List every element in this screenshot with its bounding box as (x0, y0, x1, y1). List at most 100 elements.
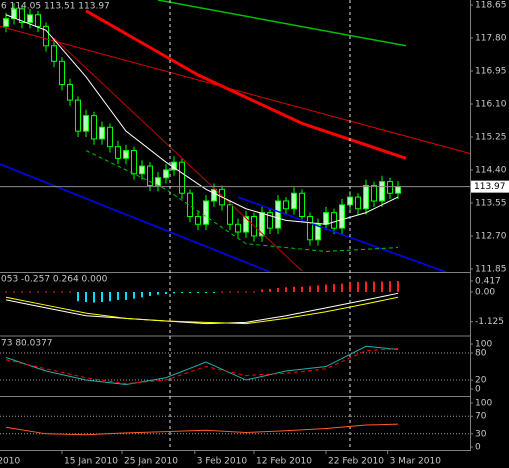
candle-body (35, 14, 41, 27)
histogram-bar (277, 288, 279, 292)
panel (0, 415, 470, 436)
histogram-bar (133, 291, 135, 299)
panel-header: 053 -0.257 0.264 0.000 (1, 275, 108, 285)
histogram-bar (301, 286, 303, 292)
candle-body (379, 181, 385, 202)
x-tick-label: 22 Feb 2010 (328, 457, 384, 467)
candle-body (315, 223, 321, 241)
candle-body (235, 223, 241, 233)
y-tick-label: 0.00 (475, 287, 495, 297)
panel (5, 280, 399, 325)
histogram-bar (37, 291, 39, 293)
histogram-bar (181, 291, 183, 293)
histogram-bar (373, 281, 375, 292)
y-tick-label: 20 (475, 376, 487, 386)
histogram-bar (245, 291, 247, 293)
histogram-bar (93, 291, 95, 303)
histogram-bar (5, 291, 7, 293)
histogram-bar (397, 280, 399, 292)
candle-body (195, 216, 201, 225)
candle-body (243, 216, 249, 233)
histogram-bar (325, 284, 327, 292)
histogram-bar (165, 291, 167, 295)
y-tick-label: 113.55 (475, 198, 507, 208)
panel (0, 0, 470, 272)
histogram-bar (61, 291, 63, 293)
candle-body (51, 45, 57, 62)
x-tick-label: 25 Jan 2010 (124, 457, 178, 467)
histogram-bar (317, 285, 319, 292)
histogram-bar (365, 281, 367, 292)
candle-body (123, 150, 129, 159)
indicator-line (53, 37, 303, 272)
histogram-bar (213, 291, 215, 293)
y-tick-label: 70 (475, 412, 487, 422)
y-tick-label: 30 (475, 429, 487, 439)
indicator-line (5, 348, 399, 385)
y-tick-label: 114.40 (475, 165, 507, 175)
histogram-bar (117, 291, 119, 300)
candle-body (3, 18, 9, 27)
histogram-bar (85, 291, 87, 303)
candle-body (131, 150, 137, 175)
y-tick-label: 100 (475, 340, 492, 350)
histogram-bar (29, 291, 31, 293)
histogram-bar (309, 286, 311, 292)
histogram-bar (69, 291, 71, 293)
histogram-bar (141, 291, 143, 298)
candle-body (323, 212, 329, 225)
indicator-line (85, 150, 399, 252)
candle-body (227, 204, 233, 225)
candle-body (107, 126, 113, 148)
histogram-bar (261, 289, 263, 292)
indicator-line (237, 196, 447, 272)
candle-body (91, 115, 97, 140)
panel-header: 73 80.0377 (1, 339, 53, 349)
candle-body (163, 169, 169, 179)
candle-body (67, 84, 73, 101)
histogram-bar (221, 291, 223, 293)
histogram-bar (205, 291, 207, 293)
histogram-bar (109, 291, 111, 302)
panel-header: 6 114.05 113.51 113.97 (1, 2, 110, 12)
y-tick-label: 0 (475, 385, 481, 395)
histogram-bar (349, 282, 351, 292)
histogram-bar (173, 291, 175, 294)
indicator-line (5, 423, 399, 436)
panel (0, 345, 470, 386)
candle-body (363, 184, 369, 210)
histogram-bar (357, 281, 359, 292)
candle-body (331, 212, 337, 229)
candle-body (387, 181, 393, 194)
histogram-bar (293, 286, 295, 292)
y-tick-label: 0 (475, 443, 481, 453)
y-tick-label: 80 (475, 349, 487, 359)
histogram-bar (333, 284, 335, 292)
candle-body (179, 161, 185, 194)
indicator-line (5, 345, 399, 386)
y-tick-label: 112.70 (475, 231, 507, 241)
candle-body (187, 192, 193, 218)
histogram-bar (389, 281, 391, 292)
histogram-bar (253, 291, 255, 293)
y-tick-label: 116.95 (475, 67, 507, 77)
candle-body (291, 192, 297, 210)
candle-body (139, 165, 145, 175)
histogram-bar (229, 291, 231, 293)
y-tick-label: 100 (475, 399, 492, 409)
indicator-line (5, 292, 399, 325)
histogram-bar (53, 291, 55, 293)
candle-body (59, 60, 65, 86)
histogram-bar (21, 291, 23, 293)
indicator-line (157, 0, 407, 47)
candle-body (27, 14, 33, 24)
histogram-bar (197, 291, 199, 293)
last-price-box (471, 180, 509, 193)
candle-body (267, 212, 273, 229)
candle-body (147, 165, 153, 186)
histogram-bar (341, 283, 343, 292)
candle-body (43, 25, 49, 47)
candle-body (395, 186, 401, 194)
candle-body (19, 8, 25, 24)
